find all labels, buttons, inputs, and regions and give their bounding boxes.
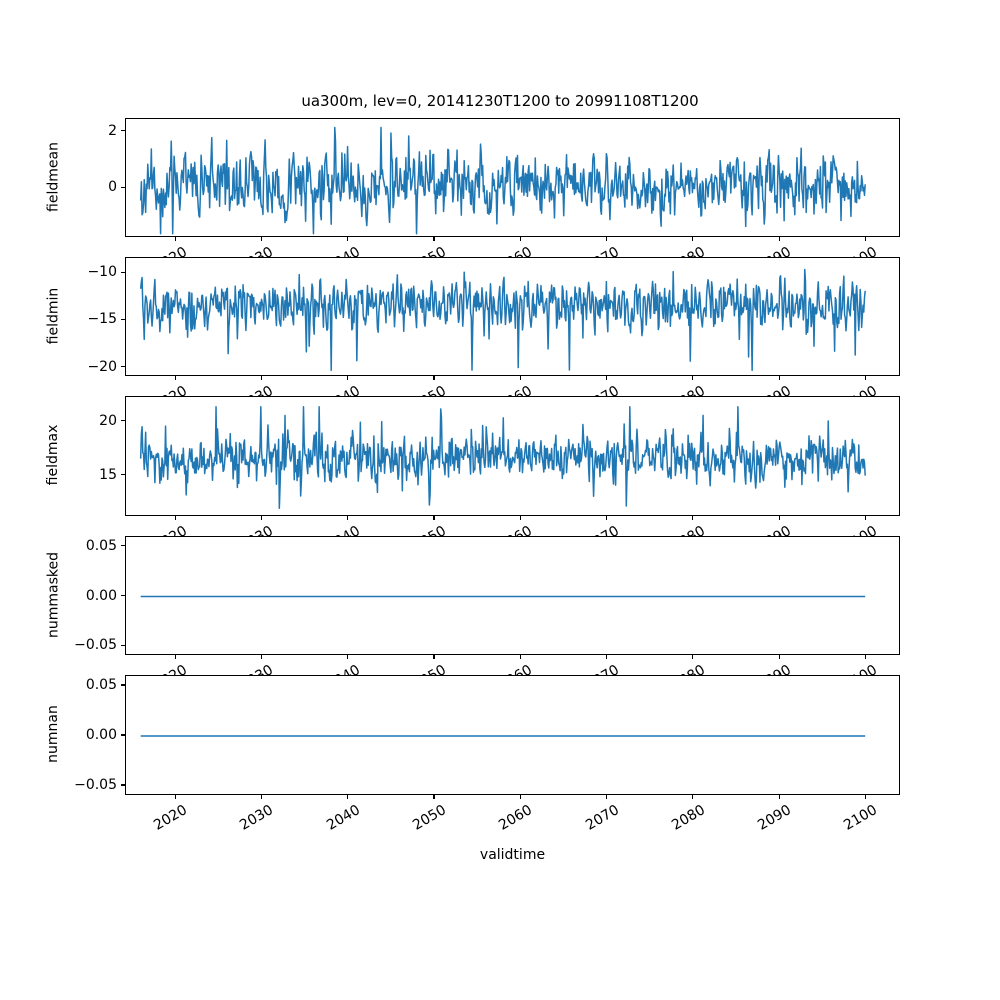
y-tick-mark	[121, 318, 125, 320]
data-line-fieldmin	[139, 268, 866, 372]
x-tick-label: 2070	[510, 244, 622, 257]
x-tick-label: 2070	[510, 523, 622, 536]
x-tick-label: 2020	[78, 523, 190, 536]
y-tick-label: −10	[87, 264, 117, 281]
x-tick-label: 2020	[78, 662, 190, 675]
y-tick-mark	[121, 186, 125, 188]
y-tick-mark	[121, 644, 125, 646]
y-tick-label: 0.00	[85, 587, 117, 604]
x-tick-label: 2040	[251, 244, 363, 257]
x-tick-label: 2030	[164, 523, 276, 536]
x-tick-label: 2080	[596, 383, 708, 396]
subplot-fieldmax	[125, 396, 900, 516]
x-tick-label: 2020	[78, 383, 190, 396]
x-tick-label: 2050	[337, 383, 449, 396]
x-tick-label: 2060	[423, 523, 535, 536]
figure-title: ua300m, lev=0, 20141230T1200 to 20991108…	[301, 92, 699, 110]
x-tick-label: 2030	[164, 383, 276, 396]
x-tick-label: 2080	[596, 662, 708, 675]
y-tick-label: 20	[99, 412, 117, 429]
y-tick-mark	[121, 545, 125, 547]
y-tick-label: 0.05	[85, 677, 117, 693]
x-tick-label: 2020	[78, 244, 190, 257]
x-axis-label: validtime	[479, 847, 546, 863]
y-tick-mark	[121, 594, 125, 597]
y-tick-mark	[121, 734, 125, 736]
y-axis-label-numnan: numnan	[45, 705, 61, 763]
y-tick-mark	[121, 271, 125, 273]
subplot-numnan	[125, 675, 900, 795]
x-tick-label: 2100	[769, 662, 881, 675]
x-tick-label: 2060	[423, 244, 535, 257]
y-tick-label: 2	[108, 122, 117, 139]
y-tick-mark	[121, 420, 125, 422]
y-tick-mark	[121, 130, 125, 132]
subplot-fieldmean	[125, 118, 900, 237]
x-tick-label: 2070	[510, 662, 622, 675]
x-tick-label: 2040	[251, 383, 363, 396]
data-line-fieldmean	[139, 126, 866, 235]
x-tick-label: 2040	[251, 662, 363, 675]
y-tick-label: 15	[99, 466, 117, 483]
y-tick-label: −0.05	[74, 637, 117, 654]
x-tick-label: 2090	[682, 244, 794, 257]
x-tick-label: 2090	[682, 523, 794, 536]
x-tick-label: 2100	[769, 244, 881, 257]
x-tick-label: 2100	[769, 383, 881, 396]
y-tick-mark	[121, 684, 125, 686]
x-tick-label: 2050	[337, 662, 449, 675]
data-line-fieldmax	[139, 405, 866, 510]
y-tick-mark	[121, 784, 125, 786]
x-tick-label: 2040	[251, 523, 363, 536]
x-tick-label: 2060	[423, 383, 535, 396]
y-tick-label: 0.05	[85, 537, 117, 554]
x-tick-label: 2050	[337, 244, 449, 257]
y-tick-label: 0	[108, 179, 117, 196]
y-tick-mark	[121, 474, 125, 476]
y-tick-mark	[121, 366, 125, 368]
x-tick-label: 2030	[164, 244, 276, 257]
subplot-fieldmin	[125, 257, 900, 376]
x-tick-label: 2090	[682, 383, 794, 396]
x-tick-label: 2030	[164, 662, 276, 675]
subplot-nummasked	[125, 536, 900, 655]
y-tick-label: −0.05	[74, 777, 117, 793]
y-tick-label: −15	[87, 311, 117, 328]
x-tick-label: 2100	[769, 523, 881, 536]
y-tick-label: 0.00	[85, 727, 117, 743]
x-tick-label: 2050	[337, 523, 449, 536]
x-tick-label: 2080	[596, 244, 708, 257]
x-tick-label: 2080	[596, 523, 708, 536]
x-tick-label: 2060	[423, 662, 535, 675]
x-tick-label: 2090	[682, 662, 794, 675]
y-tick-label: −20	[87, 358, 117, 375]
x-tick-label: 2070	[510, 383, 622, 396]
